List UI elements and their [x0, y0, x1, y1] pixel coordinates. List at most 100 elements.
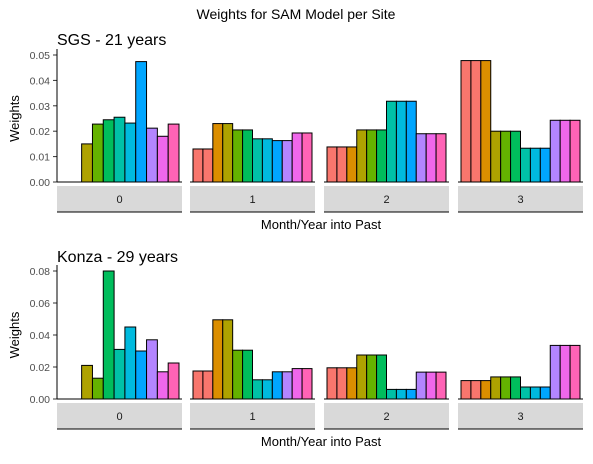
chart-0-panel-2-bar — [386, 100, 397, 183]
chart-0-panel-3-bar — [500, 130, 512, 183]
chart-0-panel-3-bar — [480, 60, 492, 183]
chart-1-panel-3-bar — [529, 386, 541, 400]
chart-1-panel-3-bar — [490, 376, 502, 400]
chart-0-panel-2-bar — [425, 133, 437, 183]
chart-0-panel-0-bar — [102, 119, 115, 183]
chart-0-panel-1-bar — [252, 138, 263, 183]
chart-1-ytick-label: 0.00 — [30, 394, 51, 406]
chart-1-panel-3-bar — [549, 344, 561, 400]
chart-1-panel-1-bar — [271, 371, 283, 400]
chart-0-panel-1-bar — [212, 123, 224, 183]
chart-1-title: Konza - 29 years — [57, 249, 178, 266]
chart-1-panel-3-bar — [460, 380, 472, 400]
chart-1-ytick-label: 0.06 — [30, 298, 51, 310]
chart-1-strip-label: 3 — [517, 411, 523, 423]
chart-0-ytick-label: 0.01 — [30, 152, 51, 164]
chart-1-panel-1-bar — [261, 379, 273, 400]
chart-0-panel-0-bar — [81, 143, 93, 183]
chart-1-ytick-label: 0.04 — [30, 330, 51, 342]
chart-1-panel-0-bar — [146, 339, 158, 400]
chart-0-strip-label: 1 — [249, 194, 255, 206]
chart-0-panel-1-bar — [222, 123, 234, 183]
chart-1-panel-2-bar — [425, 371, 437, 400]
chart-1-panel-2-bar — [395, 388, 407, 400]
chart-0-panel-2-bar — [376, 129, 388, 183]
chart-1-panel-2-bar — [376, 354, 388, 400]
chart-0-panel-3-bar — [510, 130, 522, 183]
chart-1-panel-3-bar — [470, 380, 482, 400]
chart-1-strip-label: 0 — [116, 411, 122, 423]
chart-1-panel-1-bar — [281, 371, 293, 400]
chart-0-panel-0-bar — [135, 61, 148, 183]
chart-0-panel-3-bar — [520, 147, 531, 183]
chart-0-panel-3-bar — [490, 130, 502, 183]
chart-1-panel-1-bar — [252, 379, 263, 400]
chart-0-panel-2-bar — [405, 100, 417, 183]
chart-0-panel-1-bar — [271, 140, 283, 183]
chart-0-panel-1-bar — [291, 132, 303, 183]
chart-1-ytick-label: 0.02 — [30, 362, 51, 374]
chart-0-panel-0-bar — [146, 127, 158, 183]
chart-1-panel-2-bar — [435, 371, 447, 400]
chart-1-panel-1-bar — [222, 319, 234, 400]
chart-0-ylabel: Weights — [7, 95, 22, 142]
chart-0-strip-1 — [190, 186, 315, 212]
chart-1-xlabel: Month/Year into Past — [261, 434, 382, 449]
chart-0-panel-2-bar — [326, 146, 338, 183]
chart-0-xlabel: Month/Year into Past — [261, 217, 382, 232]
chart-0-panel-3-bar — [549, 119, 561, 183]
chart-1-panel-0-bar — [113, 348, 126, 400]
chart-0-panel-2-bar — [346, 146, 358, 183]
chart-1-ylabel: Weights — [7, 311, 22, 358]
chart-0-panel-1-bar — [192, 148, 204, 183]
chart-0-ytick-label: 0.02 — [30, 126, 51, 138]
chart-0-ytick-label: 0.00 — [30, 177, 51, 189]
chart-1-panel-3-bar — [559, 344, 571, 400]
chart-1-panel-2-bar — [405, 388, 417, 400]
chart-1-panel-3-bar — [480, 380, 492, 400]
chart-1-strip-1 — [190, 403, 315, 429]
chart-0-panel-0-bar — [113, 116, 126, 183]
chart-1-panel-3-bar — [520, 386, 531, 400]
chart-0-strip-0 — [57, 186, 182, 212]
chart-0-strip-3 — [458, 186, 583, 212]
chart-1-strip-3 — [458, 403, 583, 429]
chart-0-panel-3-bar — [460, 60, 472, 183]
chart-0-panel-2-bar — [366, 129, 378, 183]
chart-0-panel-0-bar — [167, 123, 180, 183]
chart-0-panel-3-bar — [559, 119, 571, 183]
chart-0-panel-1-bar — [281, 140, 293, 183]
chart-1-strip-label: 2 — [383, 411, 389, 423]
chart-1-panel-0-bar — [91, 377, 104, 400]
chart-0-strip-label: 0 — [116, 194, 122, 206]
chart-1-panel-0-bar — [81, 364, 93, 400]
chart-1-panel-2-bar — [356, 354, 368, 400]
chart-0-panel-3-bar — [529, 147, 541, 183]
chart-0-strip-label: 3 — [517, 194, 523, 206]
chart-0-panel-0-bar — [91, 123, 104, 183]
chart-1-panel-1-bar — [212, 319, 224, 400]
chart-1-panel-3-bar — [500, 376, 512, 400]
chart-1-panel-3-bar — [510, 376, 522, 400]
chart-1-panel-1-bar — [242, 349, 253, 400]
chart-1-panel-2-bar — [336, 367, 348, 400]
chart-1-strip-2 — [324, 403, 449, 429]
chart-0-panel-2-bar — [415, 133, 427, 183]
chart-1-panel-0-bar — [102, 270, 115, 400]
chart-0-title: SGS - 21 years — [57, 32, 166, 49]
chart-1-panel-3-bar — [539, 386, 551, 400]
chart-0-panel-3-bar — [539, 147, 551, 183]
chart-1-panel-1-bar — [301, 368, 313, 400]
chart-1-ytick-label: 0.08 — [30, 266, 51, 278]
chart-1-panel-2-bar — [326, 367, 338, 400]
chart-0-panel-2-bar — [395, 100, 407, 183]
chart-0-panel-3-bar — [470, 60, 482, 183]
chart-0-strip-2 — [324, 186, 449, 212]
chart-0-panel-3-bar — [569, 119, 581, 183]
chart-1-panel-2-bar — [366, 354, 378, 400]
chart-0-strip-label: 2 — [383, 194, 389, 206]
chart-0-panel-1-bar — [242, 129, 253, 183]
chart-1-panel-1-bar — [192, 370, 204, 400]
chart-1-panel-1-bar — [202, 370, 214, 400]
chart-1-panel-2-bar — [386, 388, 397, 400]
